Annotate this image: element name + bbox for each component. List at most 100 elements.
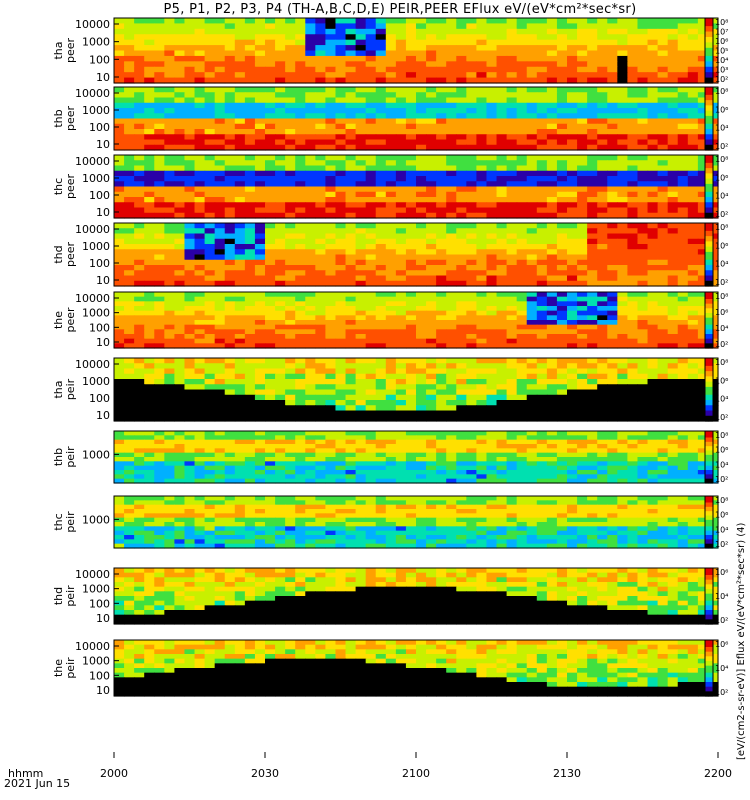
spectrogram-cell (244, 405, 256, 412)
spectrogram-cell (154, 197, 165, 203)
spectrogram-cell (476, 55, 488, 62)
spectrogram-cell (667, 280, 679, 287)
spectrogram-cell (587, 228, 598, 235)
spectrogram-cell (114, 97, 125, 104)
spectrogram-cell (466, 415, 477, 422)
spectrogram-cell (265, 324, 276, 330)
spectrogram-cell (315, 39, 326, 46)
colorbar-cell (705, 105, 713, 109)
spectrogram-cell (224, 165, 236, 172)
spectrogram-cell (446, 296, 457, 302)
spectrogram-cell (556, 55, 568, 62)
spectrogram-cell (305, 452, 316, 458)
spectrogram-cell (124, 444, 135, 449)
spectrogram-cell (204, 155, 216, 161)
spectrogram-cell (577, 259, 588, 266)
spectrogram-cell (657, 144, 669, 151)
colorbar-cell (705, 136, 713, 141)
spectrogram-cell (305, 139, 316, 146)
spectrogram-cell (617, 139, 628, 146)
spectrogram-cell (275, 61, 286, 68)
spectrogram-cell (567, 394, 578, 401)
spectrogram-cell (627, 338, 639, 344)
spectrogram-cell (687, 129, 699, 135)
spectrogram-cell (315, 410, 326, 417)
spectrogram-cell (506, 301, 518, 307)
spectrogram-cell (124, 410, 135, 417)
spectrogram-cell (577, 176, 588, 182)
spectrogram-cell (234, 66, 246, 73)
spectrogram-cell (114, 191, 125, 198)
spectrogram-cell (657, 394, 669, 401)
spectrogram-cell (536, 384, 548, 391)
spectrogram-cell (375, 343, 387, 349)
spectrogram-cell (285, 439, 296, 445)
spectrogram-cell (476, 212, 488, 219)
spectrogram-cell (687, 254, 699, 261)
spectrogram-cell (144, 394, 155, 401)
colorbar-cell (705, 97, 713, 101)
y-tick-label: 100 (89, 53, 110, 66)
spectrogram-cell (627, 329, 639, 335)
spectrogram-cell (657, 139, 669, 146)
spectrogram-cell (234, 259, 246, 266)
spectrogram-cell (597, 61, 608, 68)
spectrogram-cell (436, 444, 447, 449)
spectrogram-cell (516, 233, 528, 240)
spectrogram-cell (567, 92, 578, 99)
spectrogram-cell (325, 39, 337, 46)
spectrogram-cell (164, 249, 175, 256)
spectrogram-cell (164, 61, 175, 68)
spectrogram-cell (486, 292, 498, 298)
spectrogram-cell (567, 144, 578, 151)
spectrogram-cell (254, 444, 266, 449)
spectrogram-cell (416, 238, 427, 245)
spectrogram-cell (355, 296, 367, 302)
spectrogram-cell (607, 280, 618, 287)
spectrogram-cell (295, 338, 306, 344)
spectrogram-cell (667, 343, 679, 349)
spectrogram-cell (395, 265, 407, 271)
spectrogram-cell (285, 292, 296, 298)
spectrogram-cell (265, 296, 276, 302)
spectrogram-cell (466, 384, 477, 391)
spectrogram-cell (335, 87, 347, 93)
spectrogram-cell (305, 275, 316, 282)
spectrogram-cell (426, 320, 437, 326)
spectrogram-cell (687, 207, 699, 214)
spectrogram-cell (375, 28, 387, 35)
spectrogram-cell (184, 400, 196, 406)
spectrogram-cell (365, 334, 377, 340)
spectrogram-cell (224, 39, 236, 46)
spectrogram-cell (587, 212, 598, 219)
spectrogram-cell (556, 202, 568, 209)
spectrogram-cell (335, 55, 347, 62)
spectrogram-cell (385, 368, 397, 375)
spectrogram-cell (154, 384, 165, 391)
spectrogram-cell (365, 134, 377, 141)
spectrogram-cell (446, 87, 457, 93)
spectrogram-cell (516, 87, 528, 93)
spectrogram-cell (335, 233, 347, 240)
spectrogram-cell (355, 373, 367, 380)
spectrogram-cell (275, 197, 286, 203)
spectrogram-cell (204, 431, 216, 436)
spectrogram-cell (164, 139, 175, 146)
y-tick-label: 100 (89, 121, 110, 134)
colorbar-cell (705, 358, 713, 362)
spectrogram-cell (335, 292, 347, 298)
spectrogram-cell (365, 50, 377, 57)
spectrogram-cell (275, 244, 286, 250)
spectrogram-cell (456, 315, 467, 321)
spectrogram-cell (567, 197, 578, 203)
spectrogram-cell (637, 384, 649, 391)
spectrogram-cell (556, 45, 568, 52)
spectrogram-cell (355, 92, 367, 99)
spectrogram-cell (305, 45, 316, 52)
spectrogram-cell (607, 23, 618, 30)
spectrogram-cell (577, 191, 588, 198)
spectrogram-cell (154, 334, 165, 340)
colorbar-cell (705, 34, 713, 38)
spectrogram-cell (637, 439, 649, 445)
